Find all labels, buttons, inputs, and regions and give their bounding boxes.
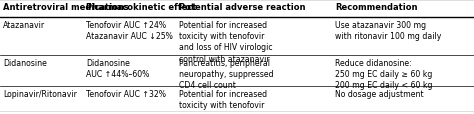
Text: Potential for increased
toxicity with tenofovir: Potential for increased toxicity with te… (179, 89, 267, 109)
Text: Pancreatitis, peripheral
neuropathy, suppressed
CD4 cell count: Pancreatitis, peripheral neuropathy, sup… (179, 58, 273, 89)
Text: Lopinavir/Ritonavir: Lopinavir/Ritonavir (3, 89, 77, 98)
Text: Atazanavir: Atazanavir (3, 21, 46, 30)
Text: Reduce didanosine:
250 mg EC daily ≥ 60 kg
200 mg EC daily < 60 kg: Reduce didanosine: 250 mg EC daily ≥ 60 … (335, 58, 433, 89)
Text: Antiretroviral medications: Antiretroviral medications (3, 3, 129, 12)
Text: Potential for increased
toxicity with tenofovir
and loss of HIV virologic
contro: Potential for increased toxicity with te… (179, 21, 273, 63)
Text: No dosage adjustment: No dosage adjustment (335, 89, 424, 98)
Text: Didanosine
AUC ↑44%–60%: Didanosine AUC ↑44%–60% (86, 58, 150, 78)
Text: Pharmacokinetic effect: Pharmacokinetic effect (86, 3, 197, 12)
Text: Didanosine: Didanosine (3, 58, 47, 67)
Text: Tenofovir AUC ↑32%: Tenofovir AUC ↑32% (86, 89, 166, 98)
Text: Tenofovir AUC ↑24%
Atazanavir AUC ↓25%: Tenofovir AUC ↑24% Atazanavir AUC ↓25% (86, 21, 173, 41)
Text: Recommendation: Recommendation (335, 3, 418, 12)
Text: Use atazanavir 300 mg
with ritonavir 100 mg daily: Use atazanavir 300 mg with ritonavir 100… (335, 21, 441, 41)
Text: Potential adverse reaction: Potential adverse reaction (179, 3, 305, 12)
